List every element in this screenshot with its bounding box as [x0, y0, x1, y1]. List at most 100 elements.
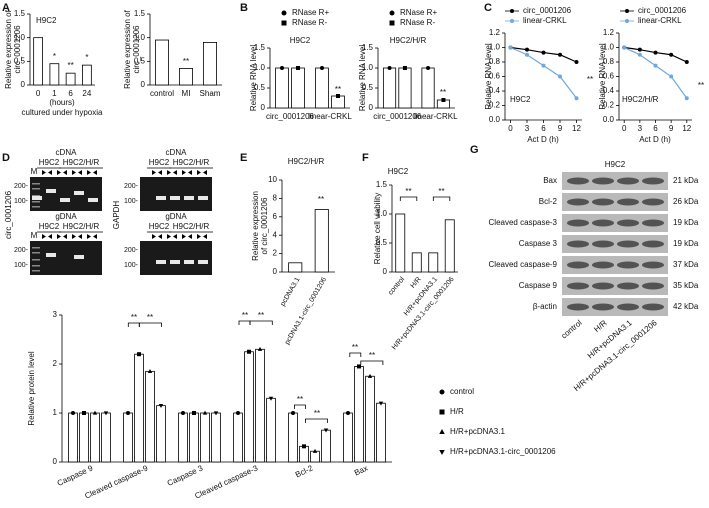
x-tick-label: Bax	[353, 464, 369, 478]
panel-letter: B	[240, 2, 248, 14]
y-axis-label: Relative RNA level	[249, 45, 258, 111]
primer-arrow	[78, 170, 82, 175]
chart-title: H9C2	[290, 36, 311, 45]
data-point	[268, 396, 274, 401]
line	[623, 46, 688, 99]
blot-band	[617, 177, 639, 185]
y-axis-label: Relative expression of	[4, 9, 13, 88]
gel-band	[32, 196, 42, 200]
gel	[30, 177, 102, 211]
significance: **	[258, 311, 264, 320]
ladder-band	[32, 201, 40, 203]
gel-band	[74, 255, 84, 259]
legend-label: H/R+pcDNA3.1-circ_0001206	[450, 447, 556, 456]
primer-arrow	[78, 234, 82, 239]
bar	[202, 42, 217, 86]
size-label: 21 kDa	[673, 176, 699, 185]
primer-arrow	[188, 234, 192, 239]
lane-label: control	[559, 318, 583, 340]
primer-arrow	[158, 170, 162, 175]
gel-band	[156, 260, 166, 264]
gel-title: cDNA	[56, 148, 78, 157]
bar	[123, 412, 133, 463]
y-tick-label: 0.2	[603, 101, 615, 110]
gel-group: H9C2/H/R	[173, 158, 210, 167]
legend-label: RNase R-	[292, 18, 327, 27]
y-tick-label: 1.5	[14, 9, 26, 18]
gel-band	[170, 260, 180, 264]
y-tick-label: 4	[273, 230, 278, 239]
x-tick-label: 12	[682, 124, 691, 133]
data-point	[302, 444, 306, 449]
significance: **	[314, 409, 320, 418]
data-point	[126, 411, 130, 415]
gene-label: GAPDH	[112, 201, 121, 230]
primer-arrow	[57, 234, 61, 239]
legend-symbol	[281, 10, 287, 16]
data-point	[525, 52, 529, 57]
x-tick-label: Cleaved caspase-9	[83, 463, 149, 500]
protein-label: Caspase 9	[519, 281, 558, 290]
data-point	[137, 352, 141, 357]
gel-group: H9C2	[149, 222, 170, 231]
bar	[82, 64, 92, 86]
bracket	[349, 352, 362, 357]
legend-symbol	[389, 20, 395, 26]
data-point	[82, 411, 86, 415]
blot-band	[567, 219, 589, 227]
blot-band	[567, 177, 589, 185]
y-tick-label: 1.2	[603, 28, 615, 37]
data-point	[441, 98, 446, 102]
y-tick-label: 0	[383, 267, 388, 276]
x-tick-label: 6	[653, 124, 658, 133]
data-point	[541, 63, 546, 68]
y-tick-label: 0.5	[362, 83, 374, 92]
gel-band	[60, 198, 70, 202]
data-point	[323, 428, 329, 433]
y-tick-label: 1.5	[134, 9, 146, 18]
x-tick-label: H/R	[410, 276, 423, 290]
x-tick-label: 0	[508, 124, 513, 133]
size-label: 200-	[124, 183, 139, 190]
blot-band	[617, 282, 639, 290]
primer-arrow	[93, 170, 97, 175]
significance: **	[587, 75, 593, 84]
bar	[178, 68, 193, 86]
primer-arrow	[87, 170, 91, 175]
data-point	[147, 368, 153, 373]
y-tick-label: 1.5	[362, 43, 374, 52]
x-axis-label: Act D (h)	[527, 135, 559, 144]
data-point	[653, 63, 658, 68]
data-point	[558, 74, 562, 79]
chart-title: H9C2	[388, 167, 409, 176]
chart-title: H9C2	[510, 95, 531, 104]
ladder-label: M	[31, 167, 38, 176]
blot-band	[592, 282, 614, 290]
x-tick-label: control	[150, 89, 174, 98]
x-tick-label: Caspase 3	[166, 463, 205, 488]
significance: **	[183, 57, 189, 66]
gene-label: circ_0001206	[4, 190, 13, 239]
bar	[376, 402, 386, 463]
x-tick-label: 0	[622, 124, 627, 133]
blot-band	[642, 177, 664, 185]
gel-band	[184, 260, 194, 264]
data-point	[346, 411, 350, 415]
data-point	[378, 401, 384, 406]
data-point	[71, 411, 75, 415]
data-point	[291, 411, 295, 415]
legend-label: RNase R+	[400, 8, 437, 17]
bar	[200, 412, 210, 463]
y-tick-label: 6	[273, 212, 278, 221]
significance: **	[147, 313, 153, 322]
y-tick-label: 0.6	[603, 72, 615, 81]
bracket	[432, 196, 451, 201]
data-point	[213, 411, 219, 416]
lane-label: H/R	[592, 318, 609, 334]
y-axis-label: Relative RNA level	[598, 43, 607, 109]
significance: **	[335, 85, 341, 94]
bar	[178, 412, 188, 463]
panel-letter: C	[484, 2, 492, 14]
data-point	[684, 96, 689, 101]
